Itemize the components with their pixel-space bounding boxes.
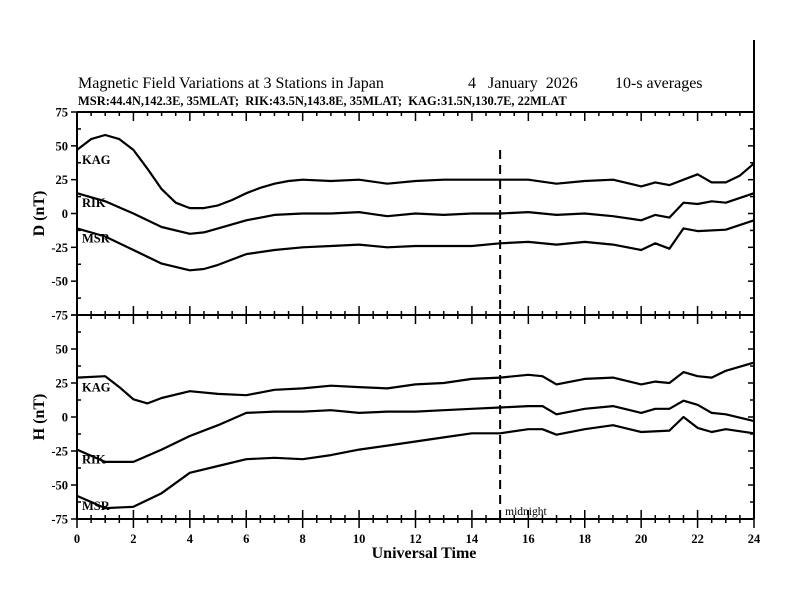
x-tick-label: 12	[409, 532, 422, 546]
series-label-kag: KAG	[82, 381, 111, 395]
x-tick-label: 8	[300, 532, 306, 546]
series-kag-line	[76, 133, 755, 210]
y-tick-label: 75	[56, 106, 69, 120]
x-tick-label: 4	[187, 532, 194, 546]
x-tick-label: 6	[243, 532, 249, 546]
series-lines: KAG RIK MSR KAG RIK MSR	[76, 133, 755, 513]
series-label-msr: MSR	[82, 499, 111, 513]
chart-date: 4 January 2026	[468, 75, 578, 92]
y-axis-label-top: D (nT)	[31, 191, 48, 237]
series-msr-line	[76, 415, 755, 510]
y-tick-label: 0	[62, 207, 68, 221]
series-rik-line	[76, 192, 755, 235]
y-tick-label: -25	[51, 445, 68, 459]
y-tick-label: -50	[51, 275, 68, 289]
x-tick-label: 14	[466, 532, 479, 546]
y-tick-label: 50	[56, 343, 69, 357]
x-tick-label: 2	[130, 532, 136, 546]
x-tick-label: 0	[74, 532, 80, 546]
y-tick-label: -75	[51, 309, 68, 323]
y-tick-label: -25	[51, 241, 68, 255]
y-tick-label: -50	[51, 479, 68, 493]
x-tick-label: 10	[353, 532, 366, 546]
y-tick-label: 0	[62, 411, 68, 425]
x-tick-label: 22	[691, 532, 704, 546]
series-kag-line	[76, 361, 755, 405]
chart-averaging: 10-s averages	[615, 75, 703, 92]
chart-title: Magnetic Field Variations at 3 Stations …	[78, 75, 384, 92]
series-label-rik: RIK	[82, 453, 106, 467]
plot-frame	[76, 40, 755, 520]
y-tick-label: 25	[56, 173, 69, 187]
x-axis-label: Universal Time	[372, 545, 477, 562]
midnight-label: midnight	[505, 506, 547, 518]
series-label-msr: MSR	[82, 231, 111, 245]
x-tick-label: 16	[522, 532, 535, 546]
series-label-rik: RIK	[82, 196, 106, 210]
x-tick-label: 24	[748, 532, 761, 546]
series-msr-line	[76, 219, 755, 272]
stations-info: MSR:44.4N,142.3E, 35MLAT; RIK:43.5N,143.…	[78, 94, 567, 108]
y-tick-label: -75	[51, 513, 68, 527]
y-tick-label: 25	[56, 377, 69, 391]
series-rik-line	[76, 399, 755, 463]
series-label-kag: KAG	[82, 153, 111, 167]
y-axis-label-bottom: H (nT)	[31, 394, 48, 441]
y-tick-label: 50	[56, 139, 69, 153]
x-tick-label: 20	[635, 532, 648, 546]
x-tick-label: 18	[579, 532, 592, 546]
